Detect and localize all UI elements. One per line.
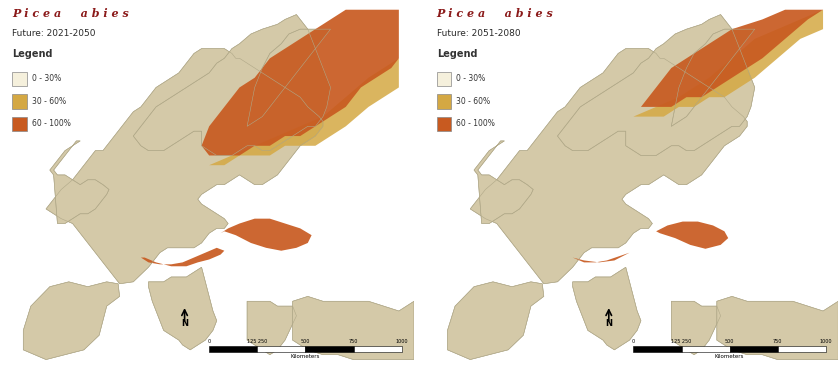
Polygon shape [573, 251, 633, 262]
Text: Future: 2051-2080: Future: 2051-2080 [437, 29, 520, 38]
Text: 0: 0 [632, 339, 635, 344]
Polygon shape [202, 10, 399, 155]
Text: 0: 0 [207, 339, 211, 344]
Polygon shape [558, 14, 755, 155]
Bar [13, 72, 27, 86]
Bar [209, 346, 257, 352]
Text: 125 250: 125 250 [247, 339, 267, 344]
Text: N: N [606, 319, 612, 328]
Polygon shape [46, 49, 323, 284]
Text: P i c e a     a b i e s: P i c e a a b i e s [437, 8, 554, 19]
Polygon shape [164, 58, 399, 165]
Bar [13, 117, 27, 131]
Polygon shape [50, 141, 109, 224]
Text: 0 - 30%: 0 - 30% [32, 74, 61, 83]
Bar [778, 346, 826, 352]
Text: 500: 500 [725, 339, 734, 344]
Text: 125 250: 125 250 [671, 339, 691, 344]
Text: Legend: Legend [13, 49, 53, 59]
Text: 30 - 60%: 30 - 60% [32, 97, 66, 106]
Text: 1000: 1000 [396, 339, 408, 344]
Bar [354, 346, 402, 352]
Text: 750: 750 [773, 339, 783, 344]
Polygon shape [717, 296, 838, 360]
Bar [257, 346, 306, 352]
Polygon shape [573, 267, 641, 350]
Polygon shape [292, 296, 414, 360]
Polygon shape [24, 282, 119, 360]
Polygon shape [603, 10, 823, 117]
Text: 60 - 100%: 60 - 100% [456, 119, 495, 128]
Text: 30 - 60%: 30 - 60% [456, 97, 491, 106]
Text: 500: 500 [301, 339, 310, 344]
Bar [437, 72, 451, 86]
Text: N: N [181, 319, 188, 328]
Bar [437, 94, 451, 108]
Polygon shape [247, 29, 331, 126]
Polygon shape [671, 301, 721, 355]
Bar [681, 346, 730, 352]
Bar [13, 94, 27, 108]
Text: 0 - 30%: 0 - 30% [456, 74, 486, 83]
Polygon shape [474, 141, 533, 224]
Polygon shape [626, 10, 823, 107]
Polygon shape [221, 219, 312, 251]
Text: 750: 750 [349, 339, 359, 344]
Polygon shape [470, 49, 747, 284]
Text: 60 - 100%: 60 - 100% [32, 119, 71, 128]
Polygon shape [671, 29, 755, 126]
Bar [437, 117, 451, 131]
Polygon shape [247, 301, 297, 355]
Polygon shape [134, 14, 331, 155]
Polygon shape [141, 248, 224, 266]
Polygon shape [448, 282, 543, 360]
Text: Future: 2021-2050: Future: 2021-2050 [13, 29, 96, 38]
Text: Legend: Legend [437, 49, 477, 59]
Bar [633, 346, 681, 352]
Text: Kilometers: Kilometers [715, 354, 744, 359]
Bar [730, 346, 778, 352]
Polygon shape [656, 222, 728, 249]
Bar [306, 346, 354, 352]
Text: Kilometers: Kilometers [291, 354, 320, 359]
Polygon shape [149, 267, 217, 350]
Text: P i c e a     a b i e s: P i c e a a b i e s [13, 8, 129, 19]
Text: 1000: 1000 [820, 339, 832, 344]
